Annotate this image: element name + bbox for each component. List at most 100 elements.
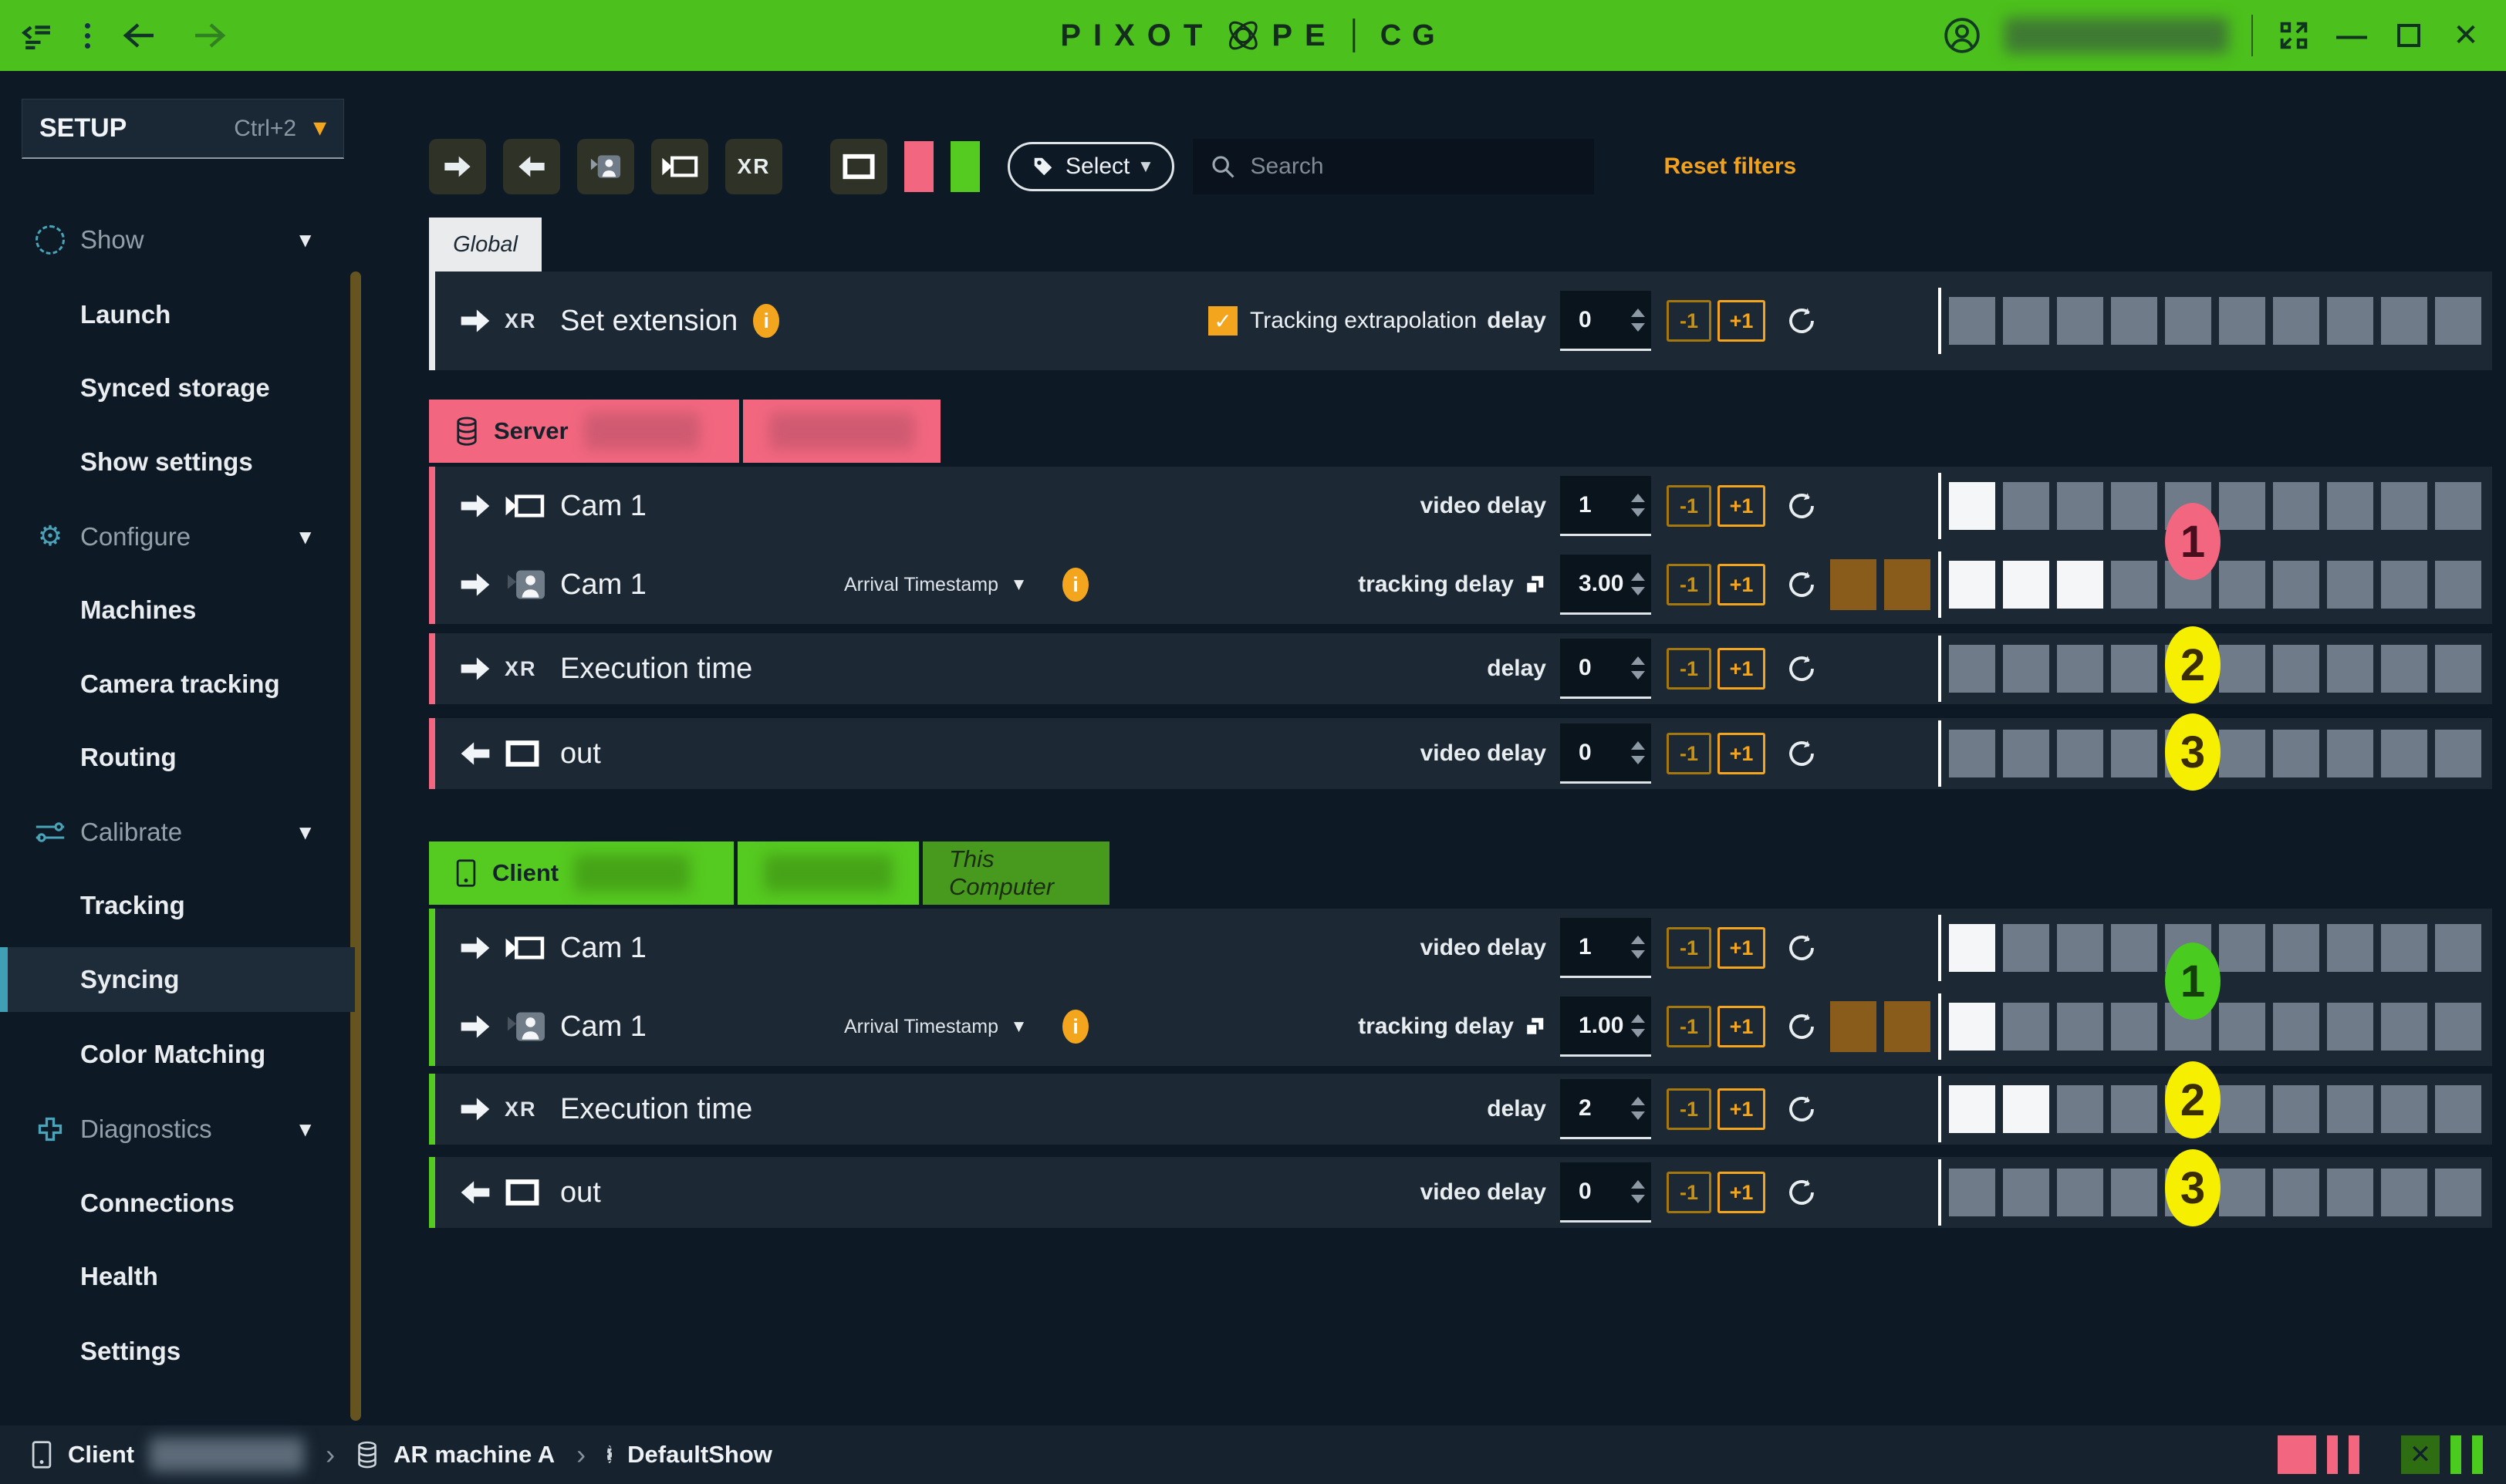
sidebar-item-camera-tracking[interactable]: Camera tracking xyxy=(80,669,280,698)
sidebar-item-machines[interactable]: Machines xyxy=(80,595,197,624)
plus-one-button[interactable]: +1 xyxy=(1717,300,1765,342)
tracking-extrapolation-checkbox[interactable]: ✓ xyxy=(1208,306,1238,336)
reset-filters-link[interactable]: Reset filters xyxy=(1663,153,1797,179)
refresh-icon[interactable] xyxy=(1784,1093,1819,1125)
minus-one-button[interactable]: -1 xyxy=(1667,1172,1711,1213)
plus-one-button[interactable]: +1 xyxy=(1717,485,1765,527)
refresh-icon[interactable] xyxy=(1784,653,1819,685)
minus-one-button[interactable]: -1 xyxy=(1667,648,1711,690)
client-tab[interactable]: Client xyxy=(429,841,734,905)
filter-pink-swatch[interactable] xyxy=(904,141,934,192)
main-content: XR Select ▼ Reset filters Global xyxy=(429,71,2492,1228)
minus-one-button[interactable]: -1 xyxy=(1667,564,1711,605)
spinner-icon[interactable] xyxy=(1631,1014,1645,1037)
server-tab[interactable]: Server xyxy=(429,400,739,463)
plus-one-button[interactable]: +1 xyxy=(1717,1088,1765,1130)
spinner-icon[interactable] xyxy=(1631,1096,1645,1120)
nav-forward-icon[interactable] xyxy=(189,19,229,52)
spinner-icon[interactable] xyxy=(1631,740,1645,764)
delay-input[interactable]: 0 xyxy=(1560,723,1651,784)
plus-one-button[interactable]: +1 xyxy=(1717,1006,1765,1047)
sidebar-section-show[interactable]: Show ▼ xyxy=(0,207,355,272)
refresh-icon[interactable] xyxy=(1784,1176,1819,1209)
user-account-icon[interactable] xyxy=(1943,16,1981,55)
timestamp-mode-dropdown[interactable]: Arrival Timestamp xyxy=(844,1015,999,1037)
spinner-icon[interactable] xyxy=(1631,308,1645,332)
minus-one-button[interactable]: -1 xyxy=(1667,733,1711,774)
sidebar-item-connections[interactable]: Connections xyxy=(80,1189,235,1217)
client-tab-2[interactable] xyxy=(738,841,919,905)
info-icon[interactable]: i xyxy=(753,304,780,338)
search-input[interactable] xyxy=(1250,153,1578,180)
plus-one-button[interactable]: +1 xyxy=(1717,733,1765,774)
filter-tracking-camera-button[interactable] xyxy=(577,139,634,194)
spinner-icon[interactable] xyxy=(1631,572,1645,595)
refresh-icon[interactable] xyxy=(1784,1010,1819,1043)
spinner-icon[interactable] xyxy=(1631,1179,1645,1203)
delay-input[interactable]: 2 xyxy=(1560,1079,1651,1139)
mode-selector[interactable]: SETUP Ctrl+2 ▼ xyxy=(22,99,344,159)
sidebar-section-configure[interactable]: ⚙ Configure ▼ xyxy=(0,504,355,569)
sidebar-item-launch[interactable]: Launch xyxy=(80,300,171,329)
close-button[interactable]: ✕ xyxy=(2453,18,2479,53)
minus-one-button[interactable]: -1 xyxy=(1667,1006,1711,1047)
sidebar-section-diagnostics[interactable]: Diagnostics ▼ xyxy=(0,1097,355,1162)
sidebar-item-color-matching[interactable]: Color Matching xyxy=(80,1040,266,1068)
filter-xr-button[interactable]: XR xyxy=(725,139,782,194)
minus-one-button[interactable]: -1 xyxy=(1667,485,1711,527)
delay-input[interactable]: 0 xyxy=(1560,291,1651,351)
sidebar-item-show-settings[interactable]: Show settings xyxy=(80,447,253,476)
delay-input[interactable]: 1.00 xyxy=(1560,997,1651,1057)
copy-icon[interactable] xyxy=(1523,1015,1546,1038)
breadcrumb-client[interactable]: Client xyxy=(68,1441,135,1468)
server-tab-2[interactable] xyxy=(743,400,941,463)
sidebar-section-calibrate[interactable]: Calibrate ▼ xyxy=(0,800,355,865)
refresh-icon[interactable] xyxy=(1784,932,1819,964)
refresh-icon[interactable] xyxy=(1784,490,1819,522)
delay-input[interactable]: 1 xyxy=(1560,918,1651,978)
minimize-button[interactable]: — xyxy=(2336,18,2367,52)
plus-one-button[interactable]: +1 xyxy=(1717,648,1765,690)
fullscreen-icon[interactable] xyxy=(2276,18,2312,53)
refresh-icon[interactable] xyxy=(1784,568,1819,601)
minus-one-button[interactable]: -1 xyxy=(1667,1088,1711,1130)
filter-flow-left-button[interactable] xyxy=(503,139,560,194)
timestamp-mode-dropdown[interactable]: Arrival Timestamp xyxy=(844,573,999,595)
spinner-icon[interactable] xyxy=(1631,935,1645,959)
spinner-icon[interactable] xyxy=(1631,656,1645,680)
sidebar-item-health[interactable]: Health xyxy=(80,1262,158,1290)
sidebar-item-synced-storage[interactable]: Synced storage xyxy=(80,373,270,402)
delay-input[interactable]: 1 xyxy=(1560,476,1651,536)
filter-green-swatch[interactable] xyxy=(951,141,980,192)
refresh-icon[interactable] xyxy=(1784,737,1819,770)
info-icon[interactable]: i xyxy=(1062,1010,1089,1044)
maximize-button[interactable] xyxy=(2392,14,2426,57)
breadcrumb-show[interactable]: DefaultShow xyxy=(627,1441,772,1468)
select-dropdown[interactable]: Select ▼ xyxy=(1008,142,1175,191)
sidebar-item-settings[interactable]: Settings xyxy=(80,1337,181,1365)
info-icon[interactable]: i xyxy=(1062,568,1089,602)
sidebar-scrollbar[interactable] xyxy=(350,272,361,1421)
plus-one-button[interactable]: +1 xyxy=(1717,1172,1765,1213)
copy-icon[interactable] xyxy=(1523,573,1546,596)
minus-one-button[interactable]: -1 xyxy=(1667,300,1711,342)
sidebar-collapse-icon[interactable] xyxy=(20,20,56,51)
delay-input[interactable]: 0 xyxy=(1560,639,1651,699)
breadcrumb-machine[interactable]: AR machine A xyxy=(393,1441,556,1468)
minus-one-button[interactable]: -1 xyxy=(1667,927,1711,969)
sidebar-item-routing[interactable]: Routing xyxy=(80,743,177,771)
filter-video-camera-button[interactable] xyxy=(651,139,708,194)
refresh-icon[interactable] xyxy=(1784,305,1819,337)
spinner-icon[interactable] xyxy=(1631,493,1645,517)
sidebar-item-syncing[interactable]: Syncing xyxy=(0,947,355,1012)
kebab-menu-icon[interactable] xyxy=(85,22,90,29)
plus-one-button[interactable]: +1 xyxy=(1717,564,1765,605)
sliders-icon xyxy=(32,820,68,845)
delay-input[interactable]: 0 xyxy=(1560,1162,1651,1223)
delay-input[interactable]: 3.00 xyxy=(1560,555,1651,615)
filter-flow-right-button[interactable] xyxy=(429,139,486,194)
sidebar-item-tracking[interactable]: Tracking xyxy=(80,891,185,919)
filter-video-out-button[interactable] xyxy=(830,139,887,194)
nav-back-icon[interactable] xyxy=(120,19,160,52)
plus-one-button[interactable]: +1 xyxy=(1717,927,1765,969)
